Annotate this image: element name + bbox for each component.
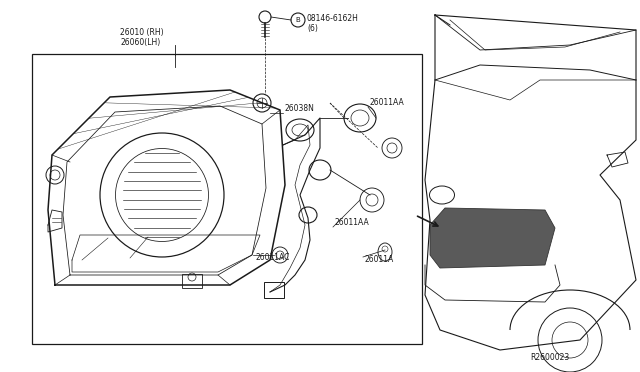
Text: B: B	[296, 17, 300, 23]
Text: R2600023: R2600023	[530, 353, 569, 362]
Text: 26038N: 26038N	[285, 103, 315, 112]
Bar	[264, 282, 284, 298]
Circle shape	[291, 13, 305, 27]
Text: 26011AC: 26011AC	[255, 253, 289, 263]
Text: 08146-6162H: 08146-6162H	[307, 13, 359, 22]
Bar	[32, 54, 422, 344]
Text: 26011AA: 26011AA	[335, 218, 370, 227]
Circle shape	[253, 94, 271, 112]
Text: 26010 (RH): 26010 (RH)	[120, 28, 164, 36]
Circle shape	[259, 11, 271, 23]
Bar	[182, 274, 202, 288]
Text: 26060(LH): 26060(LH)	[120, 38, 160, 46]
Text: (6): (6)	[307, 23, 318, 32]
Text: 26011A: 26011A	[365, 256, 394, 264]
Polygon shape	[430, 208, 555, 268]
Text: 26011AA: 26011AA	[370, 97, 404, 106]
